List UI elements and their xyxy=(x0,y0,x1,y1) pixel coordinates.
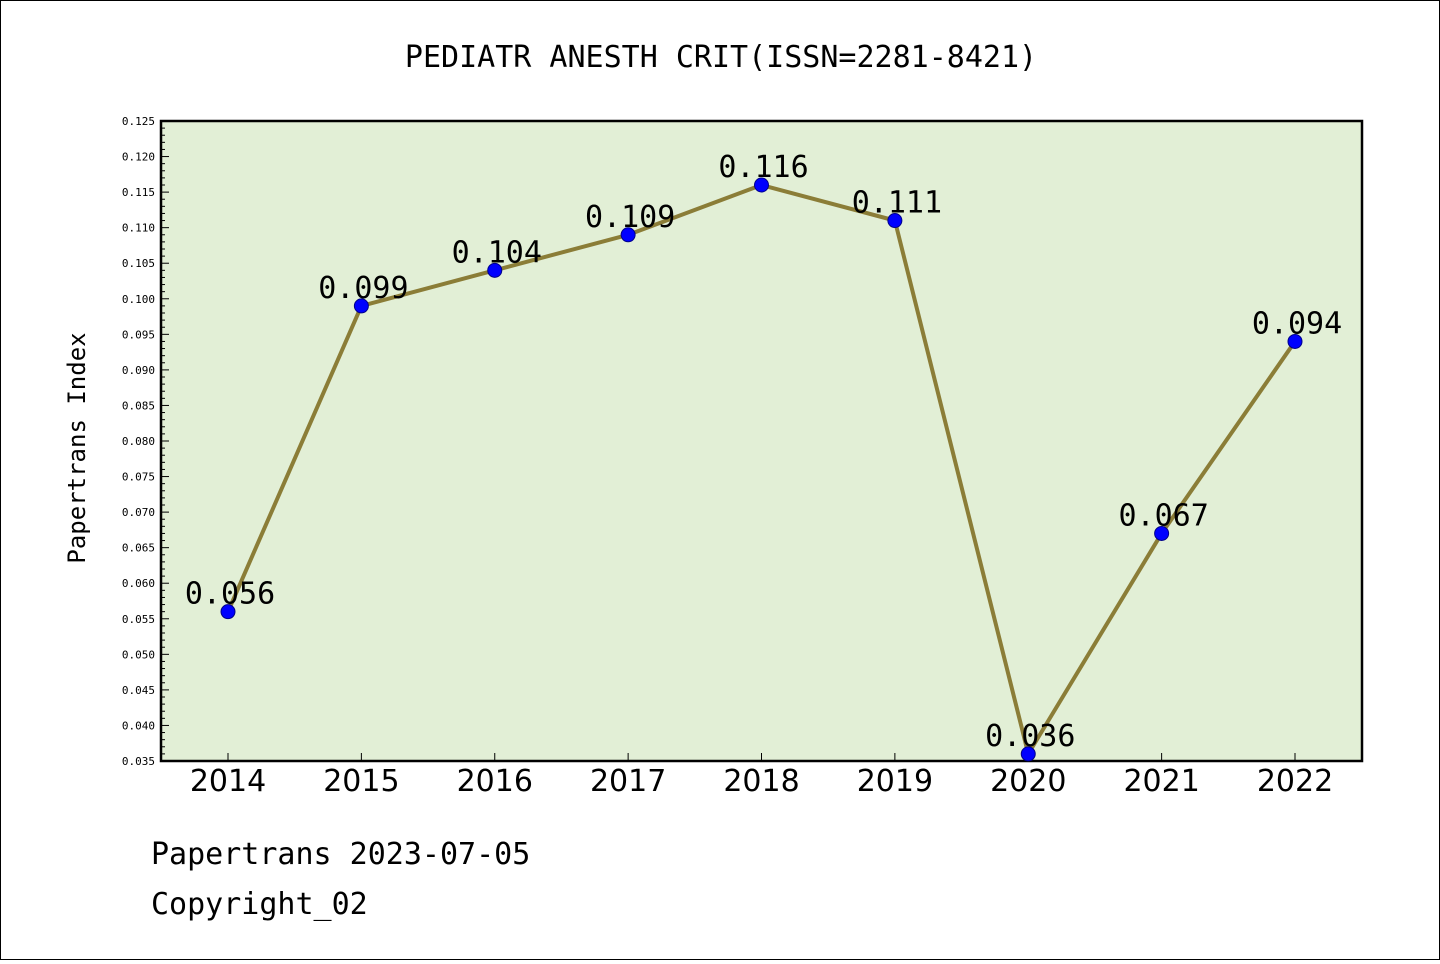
x-tick-label: 2021 xyxy=(1123,764,1199,799)
footer-copyright: Copyright_02 xyxy=(151,887,368,922)
chart-title: PEDIATR ANESTH CRIT(ISSN=2281-8421) xyxy=(405,40,1037,75)
x-tick-label: 2018 xyxy=(723,764,799,799)
data-point xyxy=(1020,746,1036,762)
y-tick-label: 0.125 xyxy=(122,115,155,128)
y-tick-label: 0.090 xyxy=(122,364,155,377)
x-tick-label: 2019 xyxy=(857,764,933,799)
x-tick-label: 2020 xyxy=(990,764,1066,799)
data-point xyxy=(620,227,636,243)
data-point xyxy=(754,177,769,193)
y-tick-label: 0.070 xyxy=(122,506,155,519)
x-axis: 2014 2015 2016 2017 2018 2019 2020 2021 2022 xyxy=(190,753,1333,799)
data-label: 0.067 xyxy=(1118,498,1208,533)
footer-date: Papertrans 2023-07-05 xyxy=(151,837,530,872)
data-label: 0.104 xyxy=(452,235,542,270)
y-tick-label: 0.065 xyxy=(122,542,155,555)
data-label: 0.099 xyxy=(318,271,408,306)
series-layer: 0.056 0.099 0.104 0.109 0.116 0.111 0.036 0.067… xyxy=(185,150,1342,762)
data-label: 0.094 xyxy=(1252,306,1342,341)
y-tick-label: 0.080 xyxy=(122,435,155,448)
y-tick-label: 0.110 xyxy=(122,222,155,235)
x-tick-label: 2022 xyxy=(1257,764,1333,799)
x-tick-label: 2017 xyxy=(590,764,666,799)
y-tick-label: 0.045 xyxy=(122,684,155,697)
y-tick-label: 0.040 xyxy=(122,719,155,732)
y-tick-label: 0.100 xyxy=(122,293,155,306)
plot-area xyxy=(159,119,1364,763)
data-point xyxy=(487,262,503,278)
x-tick-label: 2015 xyxy=(323,764,399,799)
data-label: 0.109 xyxy=(585,200,675,235)
data-point xyxy=(353,298,369,314)
y-tick-label: 0.120 xyxy=(122,151,155,164)
y-tick-label: 0.055 xyxy=(122,613,155,626)
data-point xyxy=(1287,333,1303,349)
y-tick-label: 0.075 xyxy=(122,471,155,484)
data-label: 0.056 xyxy=(185,577,275,612)
data-point xyxy=(887,213,903,229)
y-tick-label: 0.105 xyxy=(122,257,155,270)
y-tick-label: 0.050 xyxy=(122,648,155,661)
y-tick-label: 0.085 xyxy=(122,399,155,412)
x-tick-label: 2014 xyxy=(190,764,266,799)
data-label: 0.036 xyxy=(985,719,1075,754)
y-tick-label: 0.035 xyxy=(122,755,155,768)
data-point xyxy=(1154,525,1170,541)
data-label: 0.111 xyxy=(852,186,942,221)
x-tick-label: 2016 xyxy=(457,764,533,799)
y-axis-label: Papertrans Index xyxy=(63,332,91,563)
data-point xyxy=(220,604,236,620)
y-tick-label: 0.115 xyxy=(122,186,155,199)
y-tick-label: 0.095 xyxy=(122,328,155,341)
y-tick-label: 0.060 xyxy=(122,577,155,590)
y-axis: 0.035 0.040 0.045 0.050 0.055 0.060 0.065 0.070… xyxy=(122,115,169,768)
data-label: 0.116 xyxy=(718,150,808,185)
